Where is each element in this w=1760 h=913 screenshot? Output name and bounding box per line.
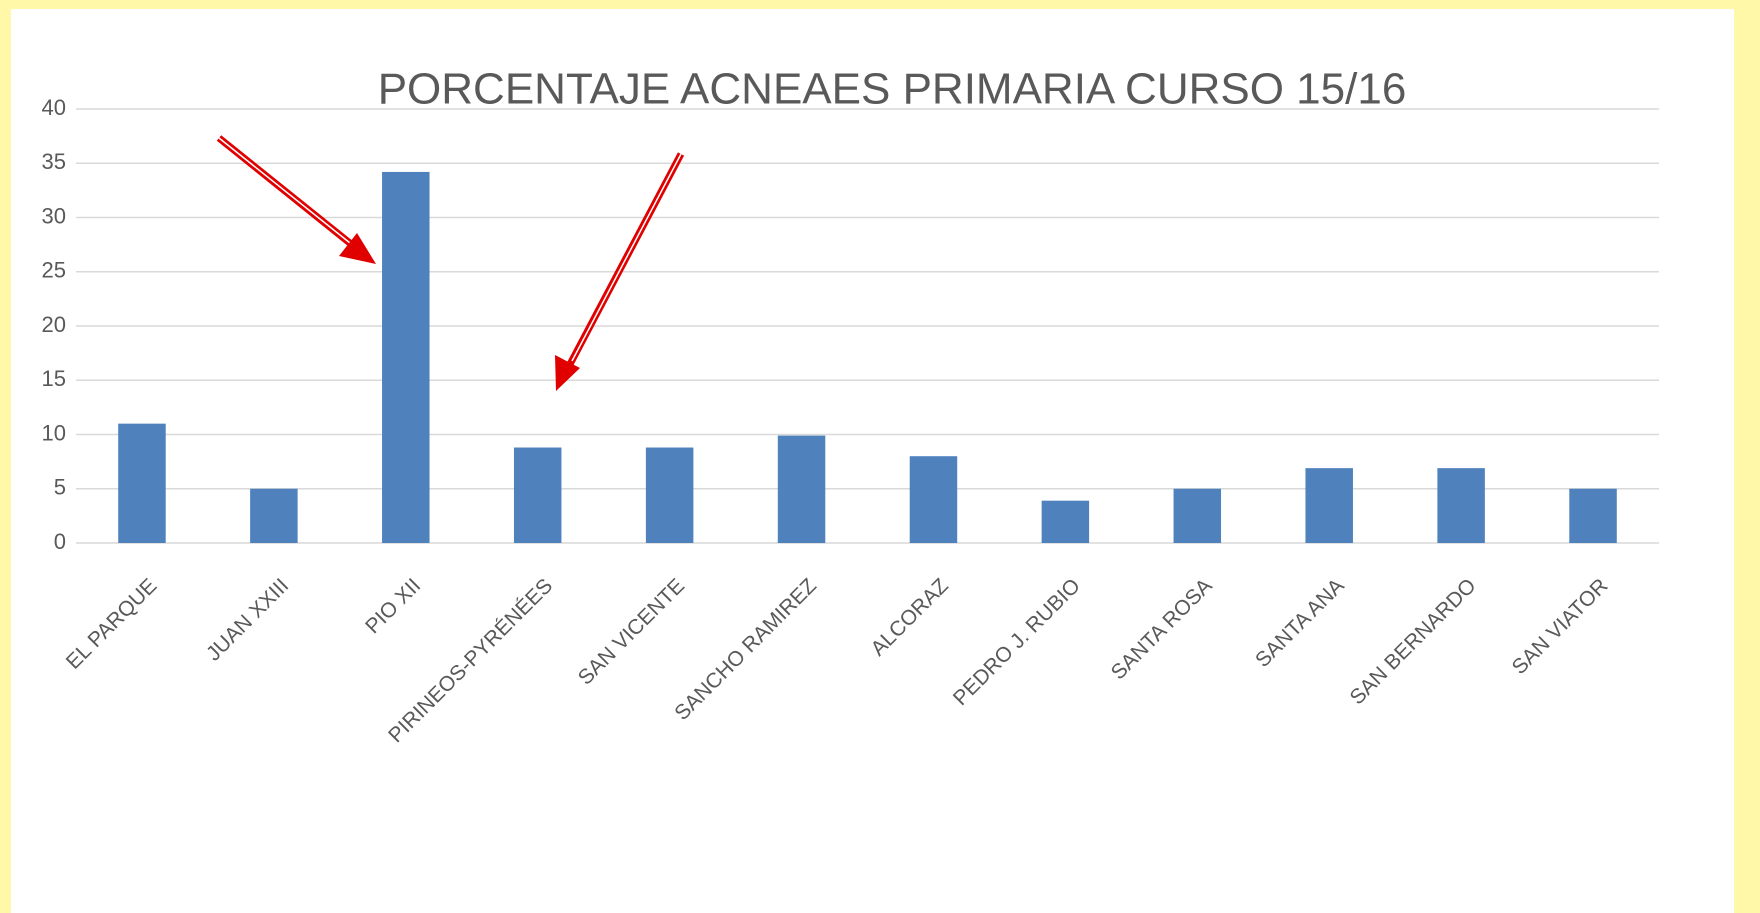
arrow	[216, 135, 376, 264]
y-tick-label: 30	[42, 203, 66, 228]
bar	[1569, 488, 1617, 543]
y-tick-label: 35	[42, 149, 66, 174]
bar	[777, 435, 826, 543]
bar	[382, 171, 430, 543]
y-tick-label: 25	[42, 258, 66, 283]
bar	[1041, 500, 1090, 543]
arrow	[555, 152, 685, 391]
bar	[118, 423, 166, 543]
bar	[250, 488, 298, 543]
chart-area	[11, 9, 1734, 913]
bar	[909, 456, 958, 543]
y-tick-label: 20	[42, 312, 66, 337]
y-tick-label: 40	[42, 95, 66, 120]
chart-title: PORCENTAJE ACNEAES PRIMARIA CURSO 15/16	[378, 65, 1407, 114]
bar	[1437, 468, 1485, 543]
y-tick-label: 5	[54, 475, 66, 500]
bar	[1305, 468, 1353, 543]
y-tick-label: 10	[42, 420, 66, 445]
y-tick-label: 0	[54, 529, 66, 554]
y-tick-label: 15	[42, 366, 66, 391]
bar	[513, 447, 562, 543]
bar	[645, 447, 694, 543]
bar	[1173, 488, 1222, 543]
